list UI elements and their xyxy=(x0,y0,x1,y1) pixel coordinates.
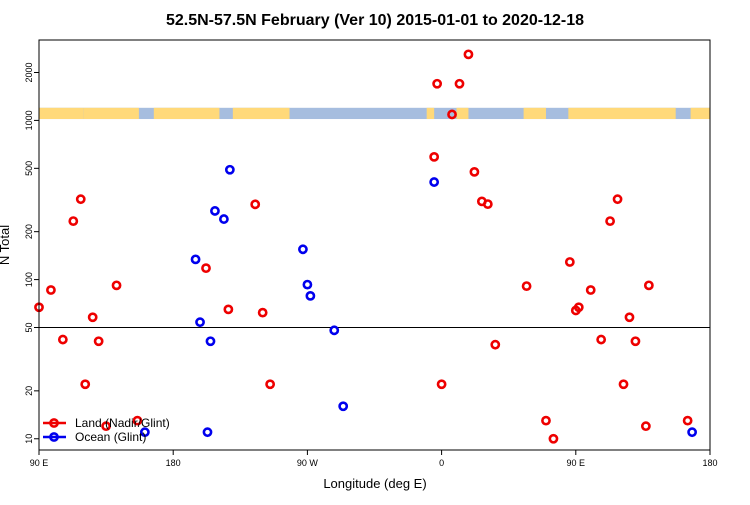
x-axis: 90 E 180 90 W 0 90 E 180 xyxy=(30,450,718,468)
series-1 xyxy=(139,164,698,438)
y-tick-label: 200 xyxy=(24,224,34,239)
chart-title: 52.5N-57.5N February (Ver 10) 2015-01-01… xyxy=(166,12,584,29)
x-tick-label: 180 xyxy=(166,458,181,468)
data-point xyxy=(630,336,641,347)
data-point xyxy=(80,379,91,390)
data-point xyxy=(111,280,122,291)
data-point xyxy=(573,302,584,313)
data-point xyxy=(210,206,220,216)
x-tick-label: 90 W xyxy=(297,458,319,468)
y-tick-label: 20 xyxy=(24,386,34,396)
data-point xyxy=(202,427,213,438)
data-point xyxy=(482,199,493,210)
data-point xyxy=(429,177,440,187)
data-point xyxy=(596,334,607,345)
y-tick-label: 50 xyxy=(24,322,34,332)
y-tick-label: 500 xyxy=(24,161,34,176)
y-axis: 10 20 50 100 200 500 1000 2000 xyxy=(24,62,39,444)
data-point xyxy=(605,216,615,227)
data-point xyxy=(585,285,596,295)
data-point xyxy=(139,427,150,438)
land-segment xyxy=(456,107,469,120)
land-segment xyxy=(690,107,710,120)
x-tick-label: 90 E xyxy=(567,458,586,468)
data-point xyxy=(205,336,216,347)
data-point xyxy=(643,280,654,291)
legend-label: Land (Nadir/Glint) xyxy=(75,416,170,430)
x-tick-label: 0 xyxy=(439,458,444,468)
data-point xyxy=(75,194,86,205)
plot-frame xyxy=(38,39,711,451)
data-point xyxy=(87,312,98,323)
data-point xyxy=(302,279,313,290)
data-point xyxy=(298,244,308,255)
data-point xyxy=(682,415,693,426)
land-segment xyxy=(523,107,546,120)
data-point xyxy=(429,151,440,162)
data-point xyxy=(469,166,480,177)
y-tick-label: 1000 xyxy=(24,110,34,130)
data-point xyxy=(548,433,559,444)
series-0 xyxy=(34,49,693,444)
legend: Land (Nadir/Glint)Ocean (Glint) xyxy=(43,416,170,444)
data-point xyxy=(447,109,457,120)
land-segment xyxy=(568,107,676,120)
legend-marker xyxy=(49,418,59,428)
legend-marker xyxy=(49,432,59,442)
land-segment xyxy=(83,107,139,120)
data-point xyxy=(223,304,234,315)
data-point xyxy=(265,379,276,390)
data-point xyxy=(250,199,261,210)
data-point xyxy=(101,421,111,432)
data-point xyxy=(432,78,443,89)
data-point xyxy=(521,281,532,292)
data-point xyxy=(640,421,651,432)
data-point xyxy=(57,334,68,345)
data-point xyxy=(329,325,340,336)
data-point xyxy=(305,290,316,301)
data-point xyxy=(68,216,79,227)
data-point xyxy=(46,285,56,295)
data-point xyxy=(257,307,268,318)
legend-label: Ocean (Glint) xyxy=(75,430,146,444)
ocean-band xyxy=(39,107,710,120)
data-point xyxy=(454,78,465,89)
data-point xyxy=(224,164,235,175)
data-point xyxy=(190,254,201,265)
data-point xyxy=(195,317,205,328)
data-point xyxy=(436,379,447,390)
data-point xyxy=(564,257,575,267)
land-segment xyxy=(232,107,290,120)
y-tick-label: 2000 xyxy=(24,62,34,82)
data-point xyxy=(541,415,551,426)
data-point xyxy=(687,427,698,438)
plot-area xyxy=(34,49,710,444)
x-tick-label: 90 E xyxy=(30,458,49,468)
data-point xyxy=(618,379,629,390)
data-point xyxy=(338,401,349,412)
land-segment xyxy=(426,107,435,120)
y-axis-title: N Total xyxy=(0,225,12,265)
x-axis-title: Longitude (deg E) xyxy=(323,476,426,491)
data-point xyxy=(624,312,635,323)
x-tick-label: 180 xyxy=(702,458,717,468)
data-point xyxy=(201,263,211,274)
data-point xyxy=(463,49,474,60)
land-segment xyxy=(153,107,220,120)
y-tick-label: 10 xyxy=(24,434,34,444)
land-segment xyxy=(39,107,84,120)
y-tick-label: 100 xyxy=(24,272,34,287)
data-point xyxy=(612,194,623,205)
data-point xyxy=(218,214,229,224)
data-point xyxy=(93,336,104,347)
data-point xyxy=(132,415,143,426)
data-point xyxy=(490,339,501,350)
